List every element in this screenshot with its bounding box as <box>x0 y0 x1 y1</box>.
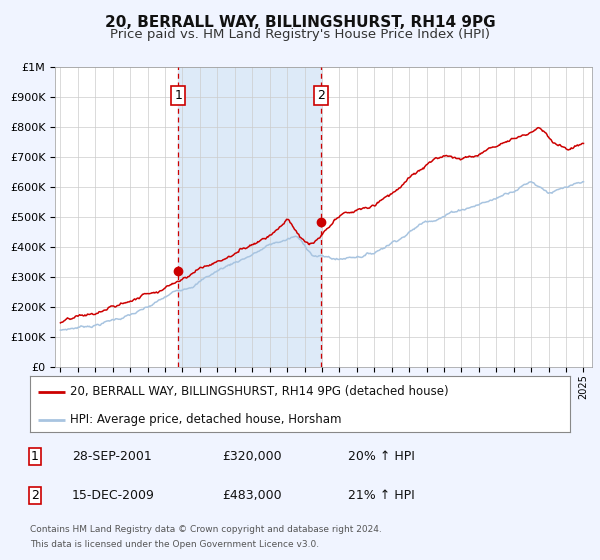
Text: 1: 1 <box>174 89 182 102</box>
Text: 2: 2 <box>317 89 325 102</box>
Text: 20% ↑ HPI: 20% ↑ HPI <box>348 450 415 463</box>
Text: Price paid vs. HM Land Registry's House Price Index (HPI): Price paid vs. HM Land Registry's House … <box>110 28 490 41</box>
Text: 28-SEP-2001: 28-SEP-2001 <box>72 450 152 463</box>
Text: 20, BERRALL WAY, BILLINGSHURST, RH14 9PG (detached house): 20, BERRALL WAY, BILLINGSHURST, RH14 9PG… <box>71 385 449 399</box>
Text: 1: 1 <box>31 450 39 463</box>
Text: This data is licensed under the Open Government Licence v3.0.: This data is licensed under the Open Gov… <box>30 540 319 549</box>
Text: Contains HM Land Registry data © Crown copyright and database right 2024.: Contains HM Land Registry data © Crown c… <box>30 525 382 534</box>
Text: 21% ↑ HPI: 21% ↑ HPI <box>348 489 415 502</box>
Text: HPI: Average price, detached house, Horsham: HPI: Average price, detached house, Hors… <box>71 413 342 427</box>
Text: 2: 2 <box>31 489 39 502</box>
Text: £320,000: £320,000 <box>222 450 281 463</box>
Text: £483,000: £483,000 <box>222 489 281 502</box>
Text: 20, BERRALL WAY, BILLINGSHURST, RH14 9PG: 20, BERRALL WAY, BILLINGSHURST, RH14 9PG <box>104 15 496 30</box>
Text: 15-DEC-2009: 15-DEC-2009 <box>72 489 155 502</box>
Bar <box>178 67 321 367</box>
